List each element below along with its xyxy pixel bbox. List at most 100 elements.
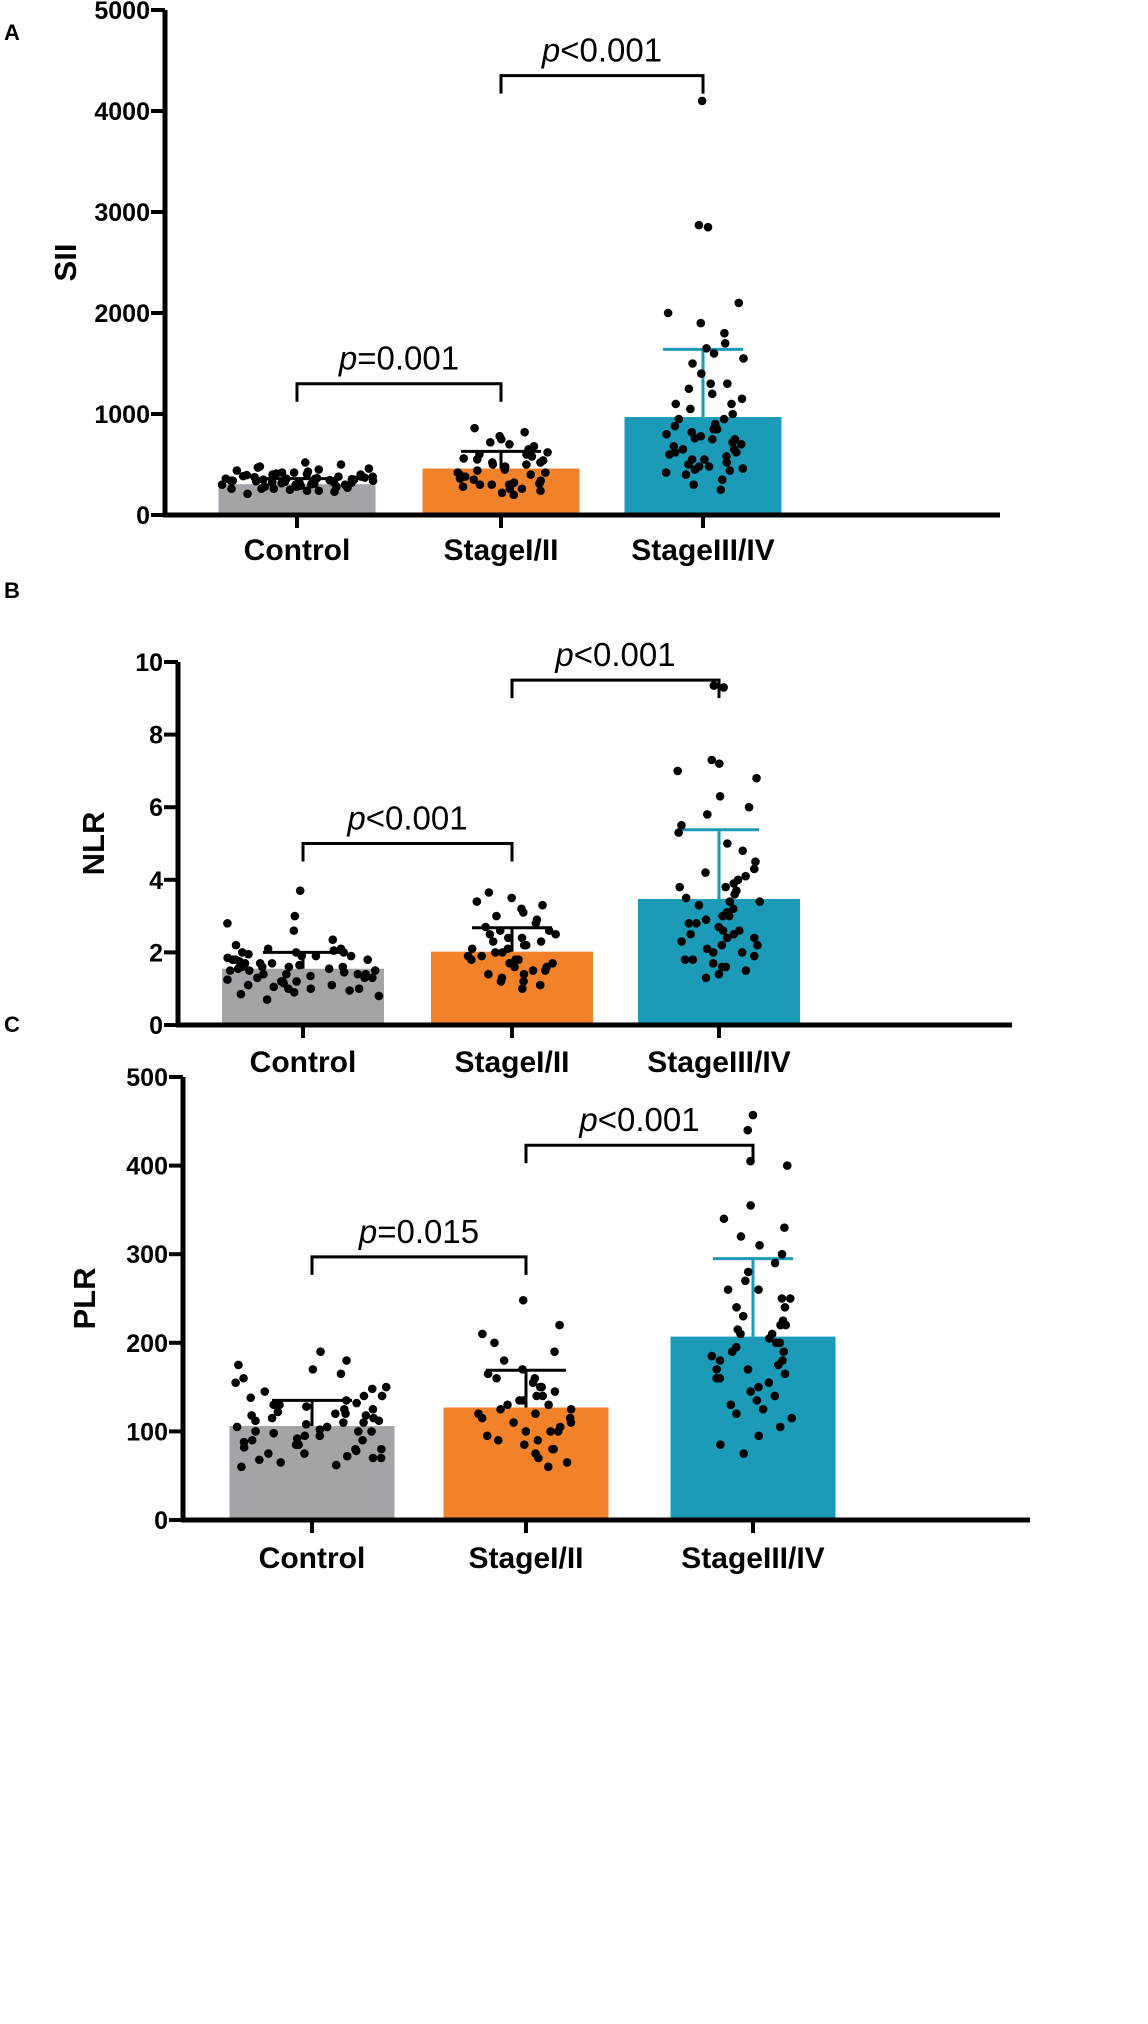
data-point bbox=[687, 455, 697, 464]
data-point bbox=[302, 486, 312, 496]
data-point bbox=[507, 893, 516, 903]
data-point bbox=[708, 958, 718, 968]
data-point bbox=[702, 344, 711, 353]
data-point bbox=[322, 1422, 332, 1432]
data-point bbox=[752, 773, 761, 783]
data-point bbox=[223, 919, 232, 928]
data-point bbox=[550, 1347, 559, 1356]
y-tick-label: 2000 bbox=[94, 300, 150, 328]
data-point bbox=[696, 318, 706, 328]
data-point bbox=[472, 897, 482, 906]
data-point bbox=[292, 977, 301, 986]
data-point bbox=[520, 1440, 529, 1449]
data-point bbox=[282, 474, 291, 483]
data-point bbox=[282, 969, 291, 979]
data-point bbox=[485, 929, 495, 939]
data-point bbox=[732, 1303, 741, 1312]
data-point bbox=[475, 480, 485, 490]
data-point bbox=[509, 1418, 518, 1427]
data-point bbox=[707, 389, 717, 399]
data-point bbox=[239, 1437, 249, 1447]
data-point bbox=[686, 929, 695, 939]
data-point bbox=[368, 973, 377, 983]
data-point bbox=[488, 458, 497, 467]
panel-letter: B bbox=[4, 578, 20, 603]
data-point bbox=[367, 1427, 376, 1436]
data-point bbox=[368, 472, 377, 481]
data-point bbox=[537, 1382, 547, 1392]
data-point bbox=[728, 409, 737, 419]
significance-bracket bbox=[499, 74, 705, 94]
data-point bbox=[725, 897, 735, 906]
significance-bracket bbox=[510, 678, 721, 699]
data-point bbox=[686, 404, 695, 414]
data-point bbox=[707, 755, 717, 765]
data-point bbox=[717, 940, 727, 950]
data-point bbox=[720, 339, 730, 348]
data-point bbox=[342, 1356, 351, 1365]
data-point bbox=[736, 1232, 746, 1241]
data-point bbox=[721, 882, 730, 892]
data-point bbox=[478, 1329, 487, 1339]
data-point bbox=[548, 958, 557, 968]
data-point bbox=[746, 1201, 755, 1210]
data-point bbox=[528, 966, 538, 975]
data-point bbox=[247, 1411, 256, 1420]
x-category-label: StageI/II bbox=[454, 1046, 569, 1079]
data-point bbox=[684, 919, 694, 928]
data-point bbox=[239, 1373, 248, 1383]
x-category-label: StageI/II bbox=[443, 534, 558, 567]
data-point bbox=[736, 440, 746, 449]
data-point bbox=[356, 472, 366, 481]
data-point bbox=[518, 1365, 527, 1374]
data-point bbox=[240, 958, 250, 968]
y-tick-label: 100 bbox=[126, 1418, 168, 1446]
data-point bbox=[285, 485, 295, 495]
data-point bbox=[549, 1444, 558, 1454]
data-point bbox=[302, 1402, 311, 1411]
data-point bbox=[227, 484, 236, 494]
p-value: =0.001 bbox=[357, 340, 459, 377]
data-point bbox=[492, 1373, 501, 1383]
data-point bbox=[743, 1267, 753, 1277]
data-point bbox=[315, 1431, 325, 1441]
data-point bbox=[231, 955, 240, 964]
data-point bbox=[701, 915, 711, 925]
data-point bbox=[749, 951, 759, 961]
data-point bbox=[674, 414, 684, 424]
data-point bbox=[767, 1329, 777, 1339]
p-symbol: p bbox=[358, 1213, 377, 1250]
data-point bbox=[492, 911, 501, 921]
data-point bbox=[706, 379, 715, 389]
y-axis-label: PLR bbox=[67, 1268, 102, 1330]
data-point bbox=[327, 980, 337, 990]
data-point bbox=[780, 1369, 790, 1379]
data-point bbox=[755, 1241, 764, 1250]
p-value: <0.001 bbox=[574, 636, 676, 673]
data-point bbox=[314, 486, 324, 496]
data-point bbox=[359, 1391, 369, 1401]
data-point bbox=[675, 882, 684, 892]
data-point bbox=[718, 926, 728, 935]
data-point bbox=[246, 1393, 256, 1403]
data-point bbox=[273, 1407, 283, 1417]
data-point bbox=[231, 1378, 240, 1387]
data-point bbox=[770, 1391, 780, 1401]
data-point bbox=[336, 1369, 346, 1379]
y-tick-label: 5000 bbox=[94, 0, 150, 25]
data-point bbox=[259, 969, 268, 979]
data-point bbox=[778, 1356, 787, 1365]
data-point bbox=[262, 995, 272, 1004]
data-point bbox=[300, 1431, 310, 1441]
data-point bbox=[538, 900, 547, 910]
data-point bbox=[336, 460, 346, 469]
data-point bbox=[680, 955, 690, 964]
data-point bbox=[722, 933, 732, 943]
data-point bbox=[709, 681, 719, 690]
data-point bbox=[744, 802, 754, 812]
data-point bbox=[751, 857, 760, 866]
data-point bbox=[376, 1453, 386, 1463]
y-tick-label: 4 bbox=[149, 867, 163, 895]
data-point bbox=[289, 468, 299, 477]
data-point bbox=[696, 369, 706, 378]
